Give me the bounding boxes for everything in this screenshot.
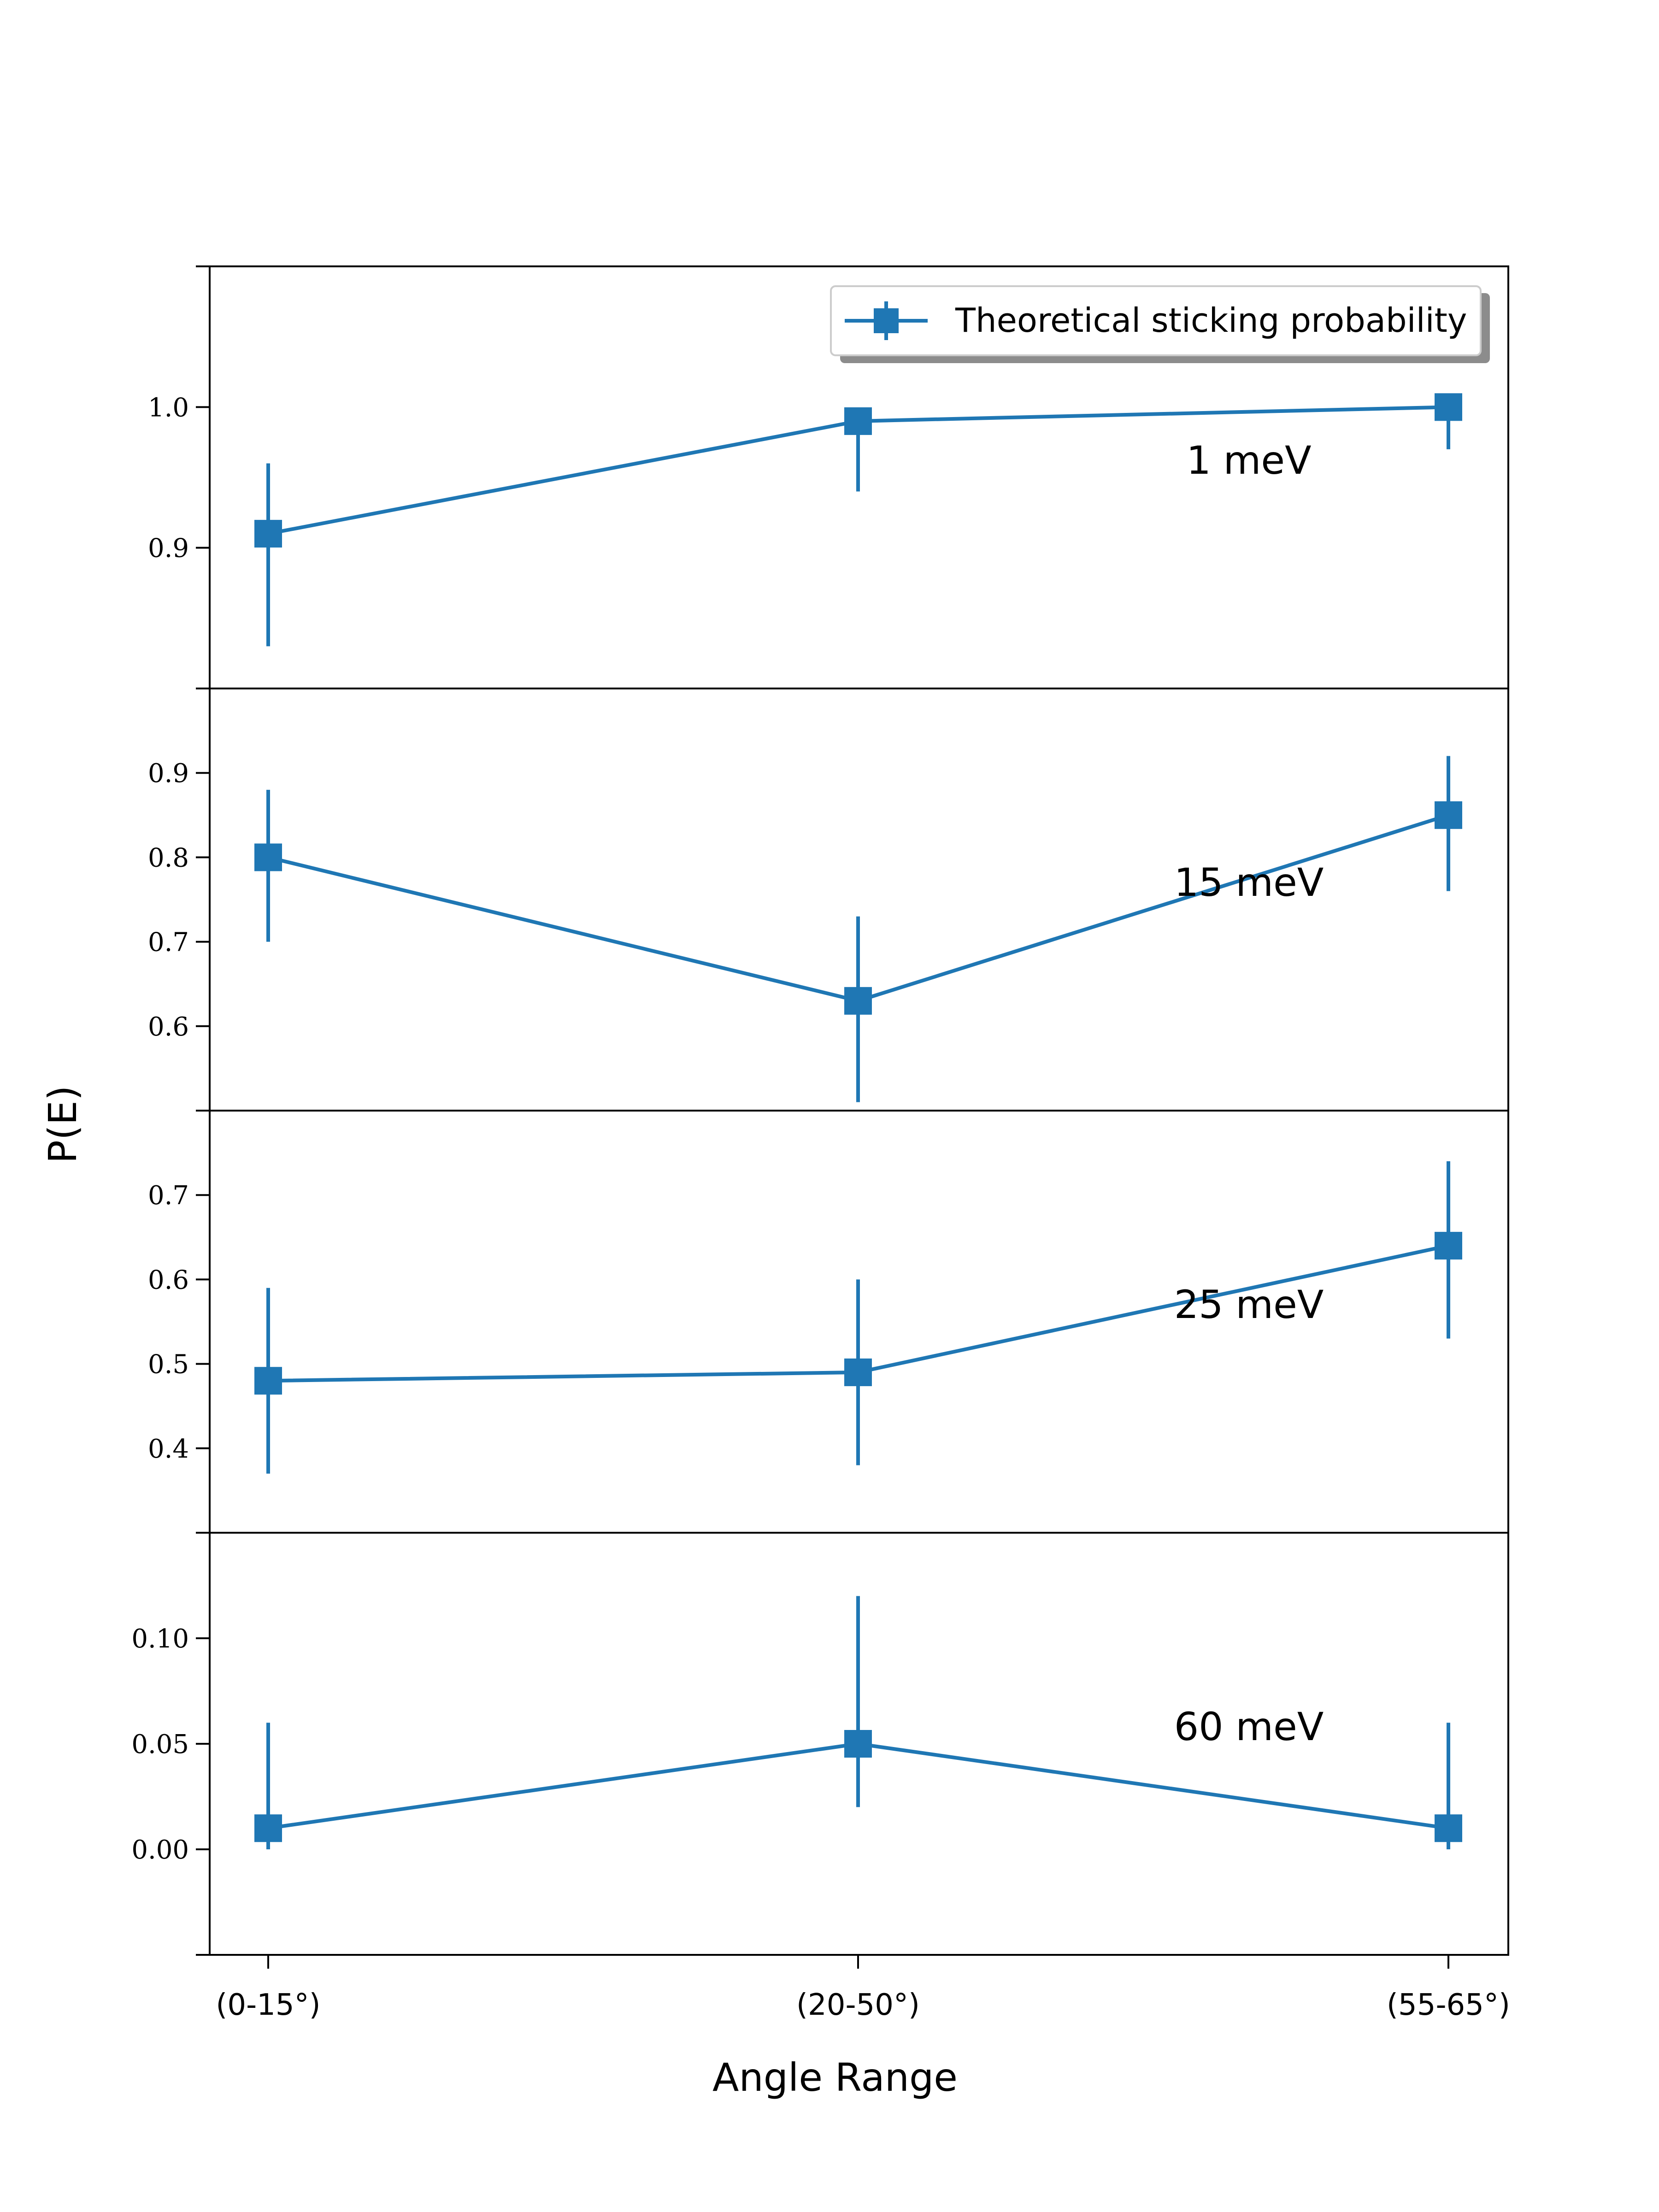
panel-energy-label: 1 meV — [1186, 438, 1311, 483]
legend-box — [830, 285, 1482, 356]
x-tick-label: (20-50°) — [796, 1988, 920, 2022]
data-point — [1435, 393, 1462, 421]
x-tick-label: (0-15°) — [216, 1988, 320, 2022]
x-axis: (0-15°) (20-50°) (55-65°) — [216, 1955, 1510, 2022]
data-point — [254, 1814, 282, 1842]
legend-marker — [874, 308, 899, 333]
data-point — [254, 520, 282, 548]
panel-energy-label: 25 meV — [1174, 1282, 1324, 1327]
data-point — [844, 1730, 872, 1758]
y-tick-label: 0.05 — [131, 1730, 189, 1759]
panel-1: 0.6 0.7 0.8 0.9 15 meV — [148, 688, 1509, 1112]
y-tick-label: 0.5 — [148, 1350, 189, 1380]
panel-energy-label: 60 meV — [1174, 1704, 1324, 1749]
x-tick-label: (55-65°) — [1387, 1988, 1510, 2022]
data-point — [1435, 801, 1462, 829]
y-tick-label: 0.9 — [148, 534, 189, 564]
data-point — [254, 843, 282, 871]
panel-energy-label: 15 meV — [1174, 860, 1324, 905]
y-tick-label: 0.7 — [148, 1181, 189, 1211]
y-tick-label: 0.4 — [148, 1434, 189, 1464]
data-point — [1435, 1814, 1462, 1842]
y-tick-label: 0.8 — [148, 843, 189, 873]
data-point — [254, 1367, 282, 1395]
x-axis-title: Angle Range — [712, 2055, 958, 2100]
data-point — [1435, 1232, 1462, 1260]
legend: Theoretical sticking probability — [830, 285, 1490, 363]
y-axis-title: P(E) — [40, 1085, 85, 1163]
y-tick-label: 0.7 — [148, 928, 189, 958]
y-tick-label: 1.0 — [148, 393, 189, 423]
data-point — [844, 1358, 872, 1386]
y-tick-label: 0.9 — [148, 759, 189, 788]
data-point — [844, 987, 872, 1015]
y-tick-label: 0.6 — [148, 1265, 189, 1295]
y-tick-label: 0.6 — [148, 1012, 189, 1042]
y-tick-label: 0.10 — [131, 1624, 189, 1654]
panel-3: 0.00 0.05 0.10 60 meV — [131, 1532, 1509, 1956]
panel-2: 0.4 0.5 0.6 0.7 25 meV — [148, 1110, 1509, 1534]
data-point — [844, 407, 872, 435]
legend-label: Theoretical sticking probability — [955, 301, 1467, 340]
y-tick-label: 0.00 — [131, 1835, 189, 1865]
